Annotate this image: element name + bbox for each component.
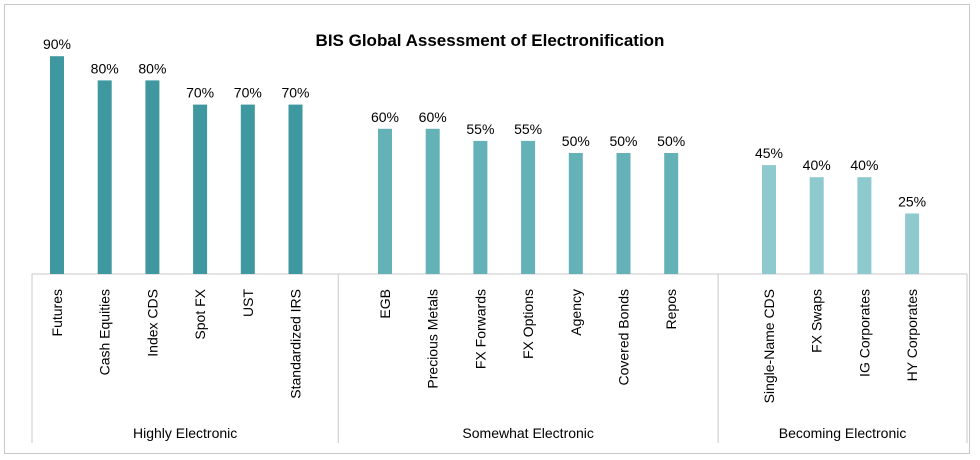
data-label-repos: 50% — [657, 133, 685, 149]
category-label-spot-fx: Spot FX — [192, 288, 208, 339]
data-label-egb: 60% — [371, 109, 399, 125]
bar-covered-bonds — [616, 153, 631, 274]
data-label-hy-corporates: 25% — [898, 194, 926, 210]
data-label-futures: 90% — [43, 36, 71, 52]
bar-agency — [568, 153, 583, 274]
category-label-fx-forwards: FX Forwards — [472, 289, 488, 369]
bar-standardized-irs — [288, 104, 303, 274]
bar-ust — [240, 104, 255, 274]
bar-fx-forwards — [473, 140, 488, 274]
data-label-ig-corporates: 40% — [850, 157, 878, 173]
category-label-egb: EGB — [377, 289, 393, 319]
bar-egb — [378, 128, 392, 274]
category-label-precious-metals: Precious Metals — [425, 289, 441, 389]
data-label-standardized-irs: 70% — [281, 85, 309, 101]
data-label-covered-bonds: 50% — [609, 133, 637, 149]
category-label-ust: UST — [240, 289, 256, 317]
category-label-hy-corporates: HY Corporates — [904, 289, 920, 381]
bar-single-name-cds — [762, 165, 776, 274]
group-label-highly-electronic: Highly Electronic — [133, 425, 237, 441]
bar-repos — [664, 153, 679, 274]
group-label-somewhat-electronic: Somewhat Electronic — [462, 425, 594, 441]
category-label-covered-bonds: Covered Bonds — [616, 289, 632, 386]
data-label-precious-metals: 60% — [419, 109, 447, 125]
data-label-agency: 50% — [562, 133, 590, 149]
data-label-fx-options: 55% — [514, 121, 542, 137]
plot-area: 90% Futures 80% Cash Equities 80% Index CDS 70… — [31, 36, 968, 443]
category-label-fx-swaps: FX Swaps — [809, 289, 825, 353]
category-label-repos: Repos — [663, 289, 679, 329]
chart-title: BIS Global Assessment of Electronificati… — [316, 31, 665, 50]
bar-fx-swaps — [809, 177, 824, 274]
data-label-index-cds: 80% — [138, 60, 166, 76]
data-label-cash-equities: 80% — [91, 60, 119, 76]
category-label-fx-options: FX Options — [520, 289, 536, 359]
category-label-ig-corporates: IG Corporates — [856, 289, 872, 377]
bar-precious-metals — [425, 128, 440, 274]
chart-frame: BIS Global Assessment of Electronificati… — [4, 4, 970, 454]
category-label-futures: Futures — [49, 289, 65, 336]
category-label-cash-equities: Cash Equities — [97, 289, 113, 375]
data-label-single-name-cds: 45% — [755, 145, 783, 161]
bar-chart: BIS Global Assessment of Electronificati… — [31, 31, 968, 443]
data-label-spot-fx: 70% — [186, 85, 214, 101]
bar-cash-equities — [97, 80, 112, 275]
category-label-standardized-irs: Standardized IRS — [288, 289, 304, 399]
data-label-fx-forwards: 55% — [466, 121, 494, 137]
category-label-single-name-cds: Single-Name CDS — [761, 289, 777, 403]
bar-fx-options — [521, 140, 536, 274]
group-label-becoming-electronic: Becoming Electronic — [779, 425, 907, 441]
bar-hy-corporates — [905, 213, 920, 274]
data-label-ust: 70% — [234, 85, 262, 101]
bar-ig-corporates — [857, 177, 872, 274]
data-label-fx-swaps: 40% — [803, 157, 831, 173]
bar-index-cds — [145, 80, 160, 275]
bar-futures — [50, 56, 64, 275]
category-label-agency: Agency — [568, 289, 584, 336]
bar-spot-fx — [193, 104, 208, 274]
category-label-index-cds: Index CDS — [144, 289, 160, 357]
